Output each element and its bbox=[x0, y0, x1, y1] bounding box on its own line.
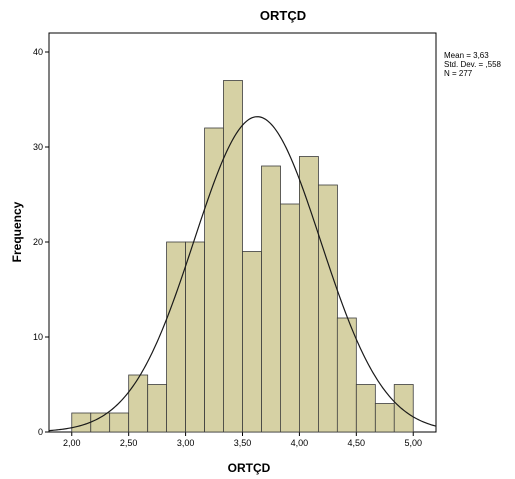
x-tick-label: 4,50 bbox=[348, 438, 366, 448]
histogram-bar bbox=[71, 412, 92, 433]
x-tick-label: 4,00 bbox=[291, 438, 309, 448]
histogram-bar bbox=[242, 251, 262, 433]
y-tick-label: 40 bbox=[33, 47, 43, 57]
stats-std-dev: Std. Dev. = ,558 bbox=[444, 60, 502, 69]
y-tick-label: 20 bbox=[33, 237, 43, 247]
histogram-bar bbox=[299, 156, 319, 433]
histogram-bar bbox=[336, 317, 357, 433]
histogram-bar bbox=[166, 241, 186, 433]
histogram-bar bbox=[147, 384, 168, 433]
normal-curve bbox=[48, 116, 437, 432]
y-axis: 0 10 20 30 40 bbox=[33, 47, 49, 437]
x-tick-label: 5,00 bbox=[404, 438, 422, 448]
x-tick-label: 2,50 bbox=[120, 438, 138, 448]
histogram-bar bbox=[280, 203, 300, 433]
histogram-bar bbox=[109, 412, 130, 433]
stats-n: N = 277 bbox=[444, 69, 473, 78]
histogram-bar bbox=[223, 80, 243, 433]
histogram-bar bbox=[261, 165, 281, 433]
histogram-bar bbox=[318, 184, 338, 433]
y-tick-label: 10 bbox=[33, 332, 43, 342]
x-axis: 2,00 2,50 3,00 3,50 4,00 4,50 5,00 bbox=[63, 432, 422, 448]
x-tick-label: 3,50 bbox=[234, 438, 252, 448]
x-tick-label: 2,00 bbox=[63, 438, 81, 448]
x-tick-label: 3,00 bbox=[177, 438, 195, 448]
histogram-bar bbox=[185, 241, 205, 433]
histogram-bar bbox=[204, 127, 225, 433]
histogram-bar bbox=[128, 374, 149, 433]
x-axis-title: ORTÇD bbox=[228, 461, 271, 475]
histogram-bar bbox=[90, 412, 111, 433]
chart-title: ORTÇD bbox=[260, 8, 306, 23]
histogram-bar bbox=[374, 403, 395, 433]
histogram-bar bbox=[355, 384, 376, 433]
histogram-bar bbox=[393, 384, 414, 433]
stats-box: Mean = 3,63 Std. Dev. = ,558 N = 277 bbox=[444, 51, 502, 78]
stats-mean: Mean = 3,63 bbox=[444, 51, 489, 60]
y-tick-label: 30 bbox=[33, 142, 43, 152]
y-axis-title: Frequency bbox=[10, 201, 24, 262]
y-tick-label: 0 bbox=[38, 427, 43, 437]
